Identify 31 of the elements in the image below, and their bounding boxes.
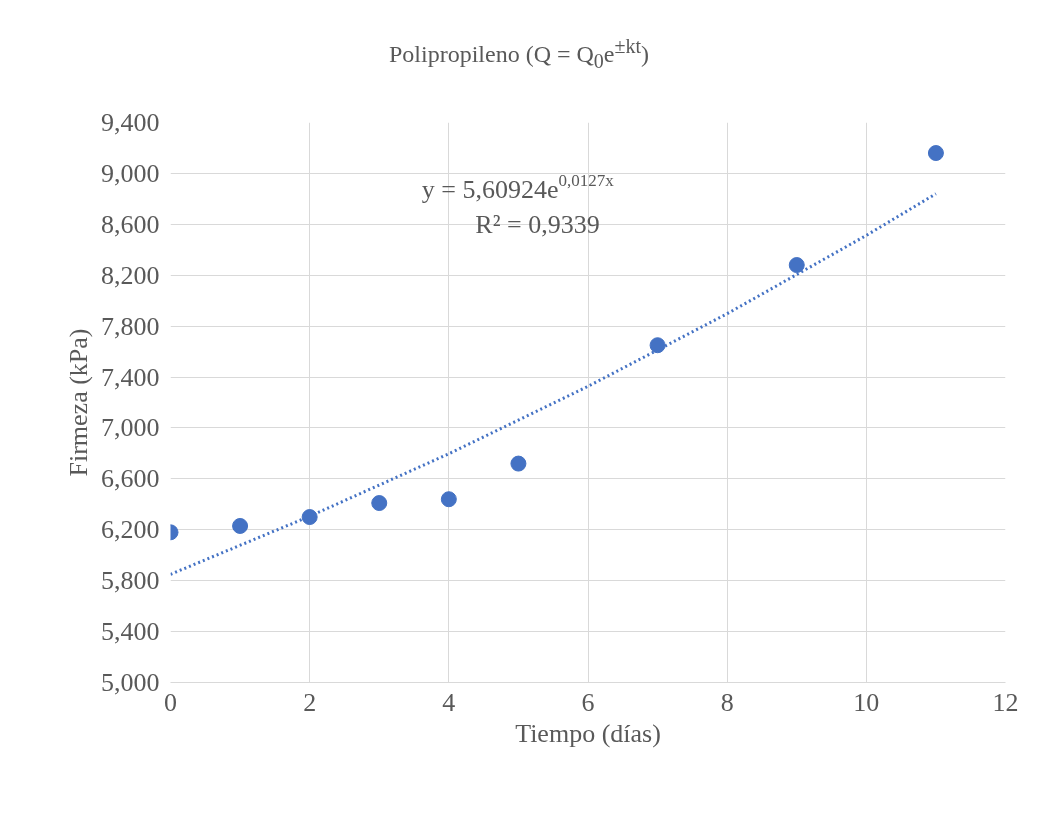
- point: [649, 337, 666, 354]
- x-tick-label: 4: [442, 687, 456, 717]
- x-axis-title: Tiempo (días): [515, 718, 661, 748]
- point: [301, 509, 318, 526]
- chart-title: Polipropileno (Q = Q$_{0}$e$^{±kt}$): [387, 34, 651, 74]
- y-tick-label: 6,200: [101, 515, 160, 545]
- point: [232, 517, 249, 534]
- x-tick-label: 10: [853, 687, 880, 717]
- y-tick-label: 9,000: [101, 158, 160, 188]
- x-tick-label: 2: [303, 687, 317, 717]
- y-tick-label: 7,800: [101, 311, 160, 341]
- y-axis-title: Firmeza (kPa): [64, 328, 93, 477]
- point: [371, 495, 388, 512]
- y-tick-label: 7,000: [101, 413, 160, 443]
- y-tick-label: 6,600: [101, 464, 160, 494]
- y-tick-label: 7,400: [101, 362, 160, 392]
- point: [510, 455, 527, 472]
- x-tick-label: 8: [720, 687, 734, 717]
- annotation: R² = 0,9339: [475, 210, 600, 239]
- point: [788, 257, 805, 274]
- y-tick-label: 8,200: [101, 260, 160, 290]
- x-tick-label: 12: [992, 687, 1019, 717]
- x-tick-label: 0: [164, 687, 177, 717]
- point: [440, 491, 457, 508]
- y-tick-label: 9,400: [101, 108, 160, 137]
- y-tick-label: 5,400: [101, 617, 160, 647]
- y-tick-label: 5,800: [101, 566, 160, 596]
- y-tick-label: 8,600: [101, 209, 160, 239]
- y-tick-label: 5,000: [101, 668, 160, 697]
- x-tick-label: 6: [581, 687, 595, 717]
- point: [927, 145, 944, 162]
